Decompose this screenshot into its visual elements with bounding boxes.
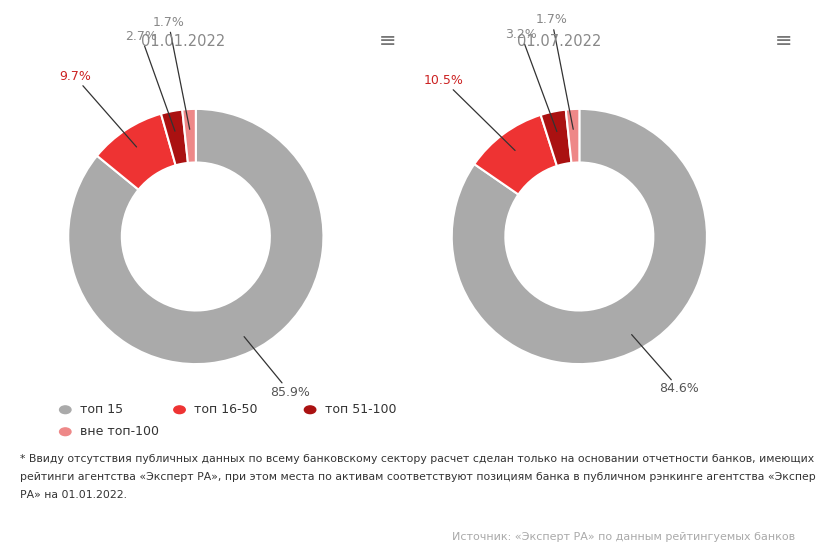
Wedge shape — [182, 109, 196, 163]
Text: 01.07.2022: 01.07.2022 — [517, 34, 601, 49]
Wedge shape — [97, 114, 175, 190]
Text: ≡: ≡ — [379, 31, 397, 51]
Text: 01.01.2022: 01.01.2022 — [141, 34, 226, 49]
Text: топ 16-50: топ 16-50 — [194, 403, 258, 416]
Wedge shape — [541, 109, 571, 166]
Text: Источник: «Эксперт РА» по данным рейтингуемых банков: Источник: «Эксперт РА» по данным рейтинг… — [453, 532, 796, 542]
Text: 10.5%: 10.5% — [424, 74, 515, 151]
Text: 85.9%: 85.9% — [244, 337, 309, 399]
Text: 1.7%: 1.7% — [536, 13, 574, 129]
Text: 2.7%: 2.7% — [125, 30, 175, 131]
Text: вне топ-100: вне топ-100 — [80, 425, 159, 438]
Wedge shape — [452, 109, 707, 364]
Text: 84.6%: 84.6% — [632, 334, 699, 395]
Text: 3.2%: 3.2% — [505, 28, 557, 131]
Text: топ 51-100: топ 51-100 — [325, 403, 397, 416]
Text: * Ввиду отсутствия публичных данных по всему банковскому сектору расчет сделан т: * Ввиду отсутствия публичных данных по в… — [20, 454, 816, 500]
Wedge shape — [565, 109, 579, 163]
Text: 9.7%: 9.7% — [59, 70, 136, 147]
Text: 1.7%: 1.7% — [153, 16, 189, 129]
Wedge shape — [69, 109, 323, 364]
Wedge shape — [161, 109, 188, 166]
Text: топ 15: топ 15 — [80, 403, 123, 416]
Text: ≡: ≡ — [774, 31, 792, 51]
Wedge shape — [474, 115, 557, 195]
